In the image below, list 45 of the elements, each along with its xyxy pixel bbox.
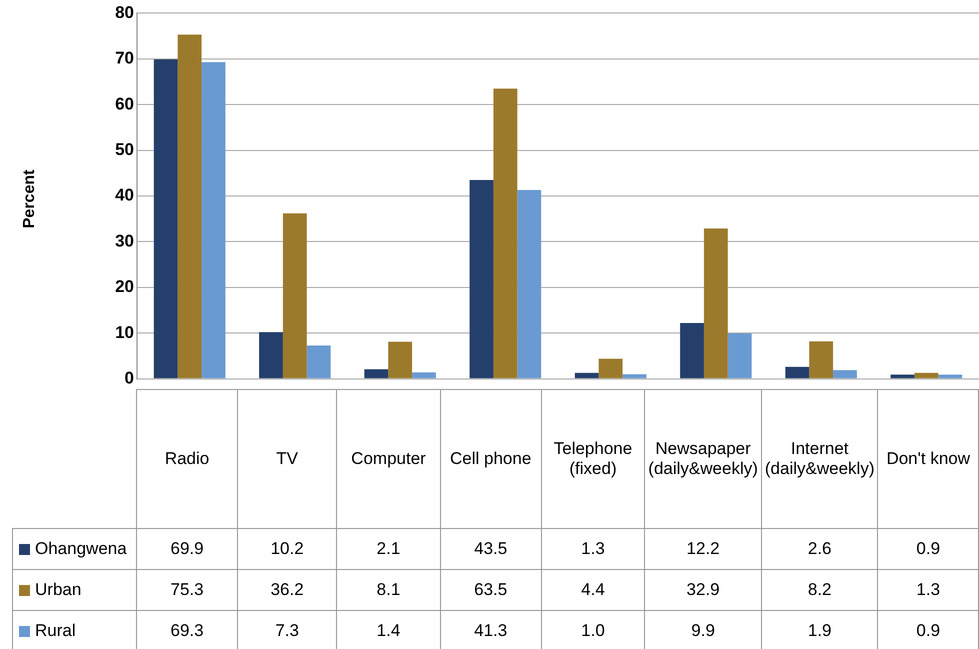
data-label: 32.9 <box>644 570 762 610</box>
legend-label: Ohangwena <box>35 539 127 559</box>
y-tick-label: 30 <box>115 231 134 250</box>
x-tick-label: Computer <box>336 390 440 528</box>
x-tick-label: Internet (daily&weekly) <box>761 390 878 528</box>
y-tick-label: 50 <box>115 140 134 159</box>
data-label: 36.2 <box>237 570 337 610</box>
data-label: 75.3 <box>136 570 238 610</box>
data-label: 1.9 <box>761 610 878 649</box>
data-label: 8.2 <box>761 570 878 610</box>
x-tick-label: Telephone (fixed) <box>541 390 645 528</box>
legend-label: Urban <box>35 580 82 600</box>
y-tick-label: 60 <box>115 94 134 114</box>
data-label: 69.3 <box>136 610 238 649</box>
x-tick-label: Radio <box>136 390 238 528</box>
data-label: 12.2 <box>644 528 762 570</box>
data-label: 41.3 <box>440 610 542 649</box>
data-label: 1.4 <box>336 610 440 649</box>
x-tick-label: TV <box>237 390 337 528</box>
y-tick-label: 0 <box>124 368 134 388</box>
data-label: 4.4 <box>541 570 645 610</box>
data-label: 7.3 <box>237 610 337 649</box>
legend-label: Rural <box>35 621 76 641</box>
data-label: 0.9 <box>878 610 978 649</box>
y-axis-title: Percent <box>21 168 39 230</box>
data-label: 63.5 <box>440 570 542 610</box>
data-label: 1.0 <box>541 610 645 649</box>
x-tick-label: Newsapaper (daily&weekly) <box>644 390 762 528</box>
data-label: 1.3 <box>541 528 645 570</box>
data-label: 43.5 <box>440 528 542 570</box>
y-tick-label: 80 <box>115 2 134 22</box>
data-label: 2.6 <box>761 528 878 570</box>
data-label: 8.1 <box>336 570 440 610</box>
y-tick-label: 70 <box>115 48 134 68</box>
y-tick-label: 10 <box>115 322 134 342</box>
x-tick-label: Cell phone <box>440 390 542 528</box>
y-tick-label: 20 <box>115 277 134 296</box>
y-tick-label: 40 <box>115 186 134 205</box>
data-label: 2.1 <box>336 528 440 570</box>
x-tick-label: Don't know <box>878 390 978 528</box>
data-label: 1.3 <box>878 570 978 610</box>
data-label: 0.9 <box>878 528 978 570</box>
data-label: 9.9 <box>644 610 762 649</box>
data-label: 10.2 <box>237 528 337 570</box>
data-label: 69.9 <box>136 528 238 570</box>
